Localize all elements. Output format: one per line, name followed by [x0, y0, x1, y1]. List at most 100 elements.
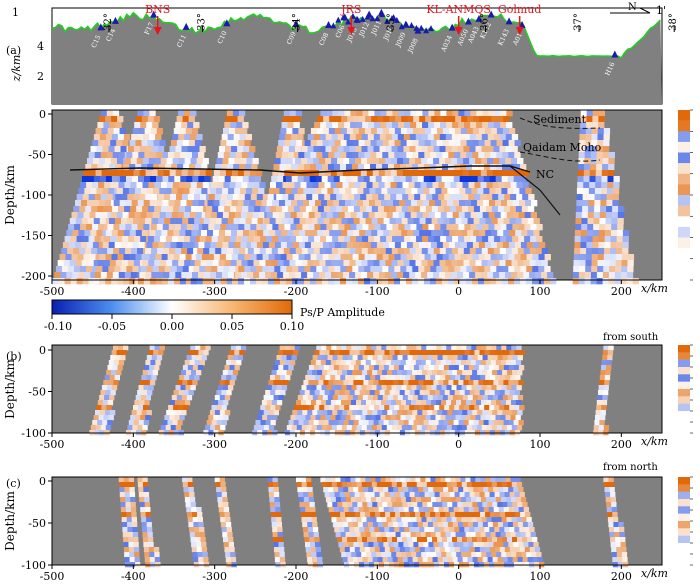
rf-cell — [287, 218, 294, 225]
rf-cell — [213, 200, 220, 207]
rf-cell — [476, 425, 483, 431]
rf-cell — [137, 477, 143, 483]
rf-cell — [278, 542, 284, 548]
rf-cell — [200, 345, 206, 351]
rf-cell — [321, 482, 328, 488]
rf-cell — [386, 122, 393, 129]
rf-cell — [484, 164, 491, 171]
rf-cell — [345, 375, 351, 381]
rf-cell — [466, 266, 473, 273]
rf-cell — [243, 170, 251, 177]
rf-cell — [522, 522, 529, 528]
station-marker — [182, 22, 190, 30]
rf-cell — [591, 260, 598, 267]
rf-cell — [367, 158, 374, 165]
rf-cell — [433, 158, 440, 165]
rf-cell — [289, 360, 296, 366]
rf-cell — [305, 507, 311, 513]
rf-cell — [448, 380, 454, 386]
rf-cell — [87, 218, 95, 225]
colorbar-ramp — [51, 299, 293, 315]
rf-cell — [149, 230, 156, 237]
rf-cell — [301, 482, 307, 488]
rf-cell — [513, 365, 520, 371]
rf-cell — [448, 254, 455, 261]
rf-cell — [193, 522, 199, 528]
rf-cell — [310, 254, 317, 261]
rf-cell — [598, 390, 604, 396]
rf-cell — [486, 400, 492, 406]
rf-cell — [339, 200, 346, 207]
rf-cell — [351, 482, 358, 488]
rf-cell — [418, 242, 426, 249]
rf-cell — [190, 260, 197, 267]
rf-cell — [91, 164, 98, 171]
rf-cell — [323, 487, 329, 493]
rf-cell — [150, 224, 158, 231]
rf-cell — [192, 365, 199, 371]
panel-label-a: (a) — [6, 44, 21, 57]
rf-cell — [338, 110, 345, 117]
rf-cell — [407, 230, 414, 237]
rf-cell — [450, 532, 456, 538]
rf-cell — [147, 140, 154, 147]
rf-cell — [592, 242, 599, 249]
rf-cell — [367, 395, 374, 401]
rf-cell — [64, 278, 71, 285]
rf-cell — [371, 206, 379, 213]
rf-cell — [169, 170, 176, 177]
rf-cell — [355, 248, 363, 255]
rf-cell — [406, 517, 412, 523]
rf-cell — [435, 176, 442, 183]
rf-cell — [83, 212, 90, 219]
rf-cell — [307, 487, 313, 493]
rf-cell — [328, 254, 335, 261]
rf-cell — [237, 355, 243, 361]
rf-cell — [129, 487, 135, 493]
rf-cell — [593, 218, 600, 225]
rf-cell — [381, 385, 387, 391]
rf-cell — [201, 355, 207, 361]
rf-cell — [280, 278, 287, 285]
rf-cell — [240, 188, 247, 195]
x-tick-label: 100 — [530, 285, 551, 298]
rf-cell — [467, 206, 475, 213]
rf-cell — [450, 415, 456, 421]
rf-cell — [176, 266, 183, 273]
rf-cell — [412, 355, 418, 361]
rf-cell — [153, 164, 160, 171]
rf-cell — [424, 405, 430, 411]
rf-cell — [183, 236, 191, 243]
rf-cell — [216, 487, 222, 493]
rf-cell — [421, 482, 428, 488]
rf-cell — [463, 507, 469, 513]
rf-cell — [279, 360, 286, 366]
rf-cell — [201, 164, 208, 171]
rf-cell — [450, 194, 457, 201]
rf-cell — [524, 236, 531, 243]
station-marker — [388, 15, 395, 22]
rf-cell — [158, 218, 165, 225]
rf-cell — [228, 385, 234, 391]
rf-cell — [419, 206, 427, 213]
rf-cell — [333, 420, 339, 426]
rf-cell — [310, 278, 317, 285]
rf-cell — [445, 134, 453, 141]
rf-cell — [502, 410, 508, 416]
rf-cell — [235, 182, 242, 189]
rf-cell — [394, 152, 401, 159]
rf-cell — [588, 194, 595, 201]
rf-cell — [194, 360, 200, 366]
rf-cell — [229, 128, 236, 135]
rf-cell — [149, 200, 156, 207]
rf-cell — [370, 140, 377, 147]
rf-cell — [454, 278, 461, 285]
rf-cell — [475, 248, 483, 255]
rf-cell — [361, 248, 369, 255]
rf-cell — [75, 200, 82, 207]
rf-cell — [312, 395, 319, 401]
rf-cell — [301, 158, 308, 165]
rf-cell — [392, 122, 399, 129]
rf-cell — [283, 248, 291, 255]
rf-cell — [110, 212, 117, 219]
